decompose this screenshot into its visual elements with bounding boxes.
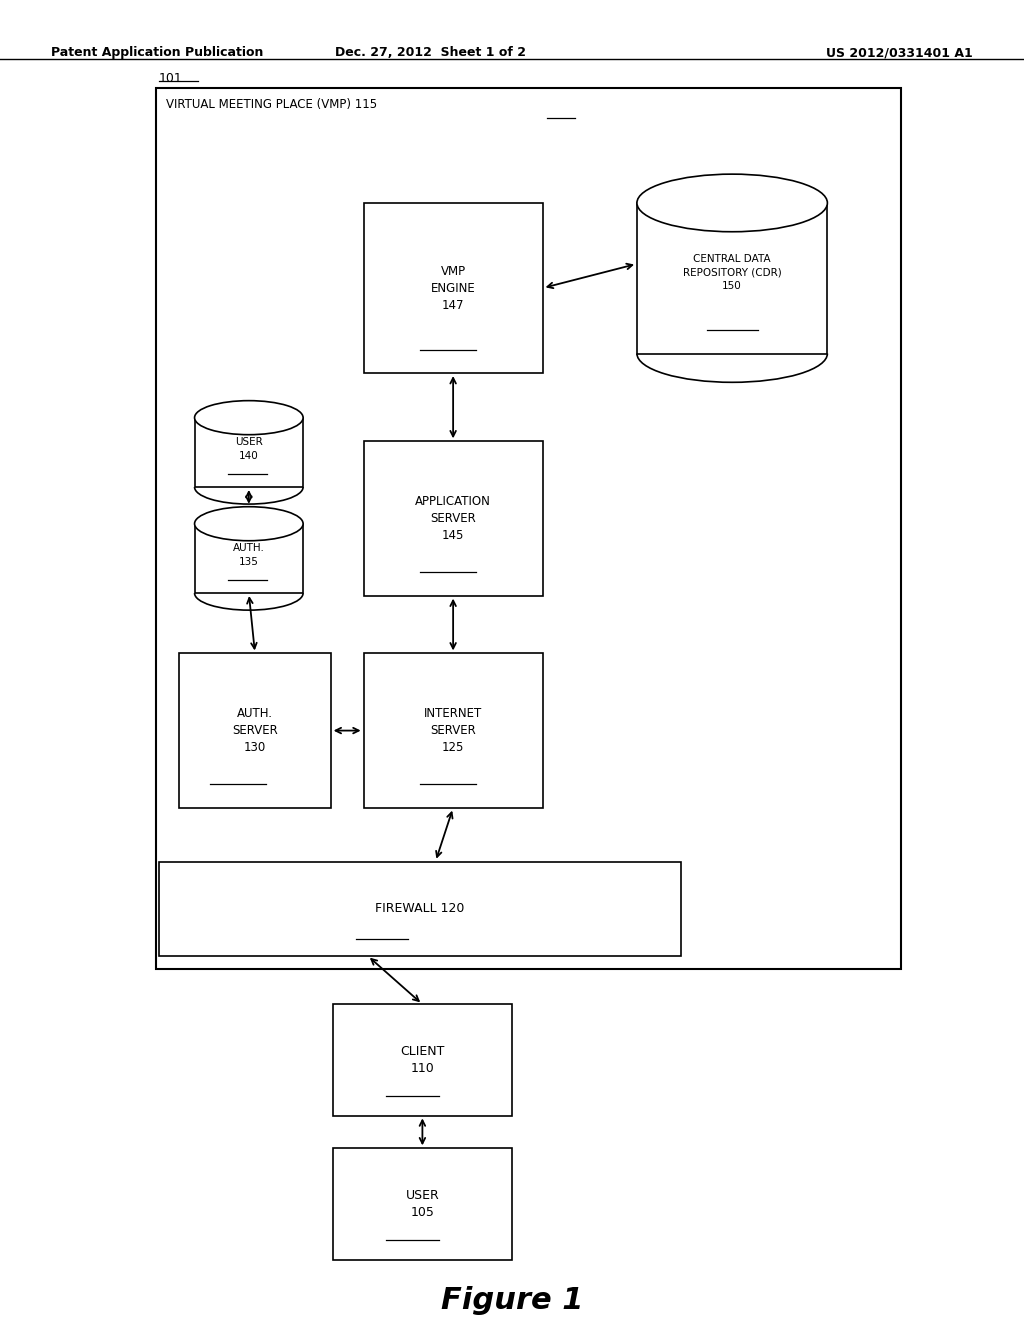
Text: 101: 101 [159, 73, 182, 84]
Ellipse shape [637, 174, 827, 232]
FancyBboxPatch shape [159, 862, 681, 956]
FancyBboxPatch shape [364, 203, 543, 374]
Text: VMP
ENGINE
147: VMP ENGINE 147 [431, 264, 475, 312]
Text: USER
140: USER 140 [234, 437, 263, 461]
Text: AUTH.
SERVER
130: AUTH. SERVER 130 [232, 708, 278, 754]
Text: US 2012/0331401 A1: US 2012/0331401 A1 [826, 46, 973, 59]
Text: CLIENT
110: CLIENT 110 [400, 1045, 444, 1074]
Text: APPLICATION
SERVER
145: APPLICATION SERVER 145 [415, 495, 492, 543]
Text: AUTH.
135: AUTH. 135 [232, 544, 265, 566]
Text: USER
105: USER 105 [406, 1189, 439, 1218]
Text: FIREWALL 120: FIREWALL 120 [375, 902, 465, 915]
FancyBboxPatch shape [179, 653, 331, 808]
Ellipse shape [195, 507, 303, 541]
FancyBboxPatch shape [364, 441, 543, 595]
Text: VIRTUAL MEETING PLACE (VMP) 115: VIRTUAL MEETING PLACE (VMP) 115 [166, 98, 377, 111]
Text: Patent Application Publication: Patent Application Publication [51, 46, 263, 59]
FancyBboxPatch shape [364, 653, 543, 808]
FancyBboxPatch shape [333, 1148, 512, 1259]
FancyBboxPatch shape [156, 87, 901, 969]
Ellipse shape [195, 401, 303, 434]
Text: Figure 1: Figure 1 [440, 1286, 584, 1315]
Polygon shape [195, 417, 303, 487]
Text: INTERNET
SERVER
125: INTERNET SERVER 125 [424, 708, 482, 754]
Text: CENTRAL DATA
REPOSITORY (CDR)
150: CENTRAL DATA REPOSITORY (CDR) 150 [683, 255, 781, 290]
Polygon shape [195, 524, 303, 593]
FancyBboxPatch shape [333, 1005, 512, 1115]
Polygon shape [637, 203, 827, 354]
Text: Dec. 27, 2012  Sheet 1 of 2: Dec. 27, 2012 Sheet 1 of 2 [335, 46, 525, 59]
